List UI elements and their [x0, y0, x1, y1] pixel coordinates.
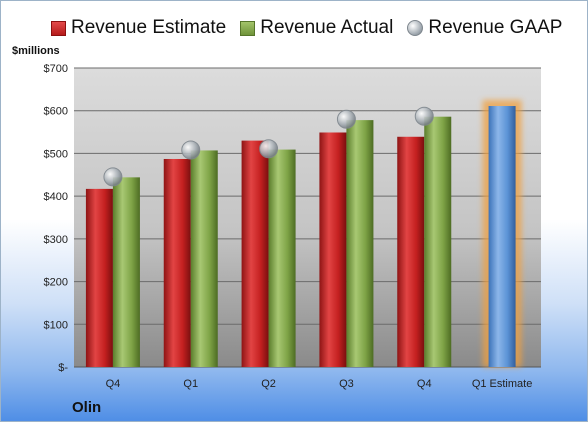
y-axis-units: $millions: [12, 45, 60, 57]
plot-area: [74, 68, 541, 367]
x-tick-label: Q3: [339, 378, 354, 390]
legend-item-gaap: Revenue GAAP: [407, 17, 562, 39]
estimate-bar: [319, 132, 347, 367]
y-tick-label: $300: [44, 234, 68, 246]
gaap-point: [259, 139, 279, 159]
estimate-bar: [85, 188, 113, 367]
actual-bar: [268, 149, 296, 367]
legend-label-estimate: Revenue Estimate: [71, 17, 227, 38]
y-tick-label: $700: [44, 63, 68, 75]
y-tick-label: $400: [44, 191, 68, 203]
legend-label-actual: Revenue Actual: [260, 17, 394, 38]
actual-bar: [424, 116, 452, 368]
y-tick-label: $600: [44, 106, 68, 118]
legend-label-gaap: Revenue GAAP: [428, 17, 563, 38]
x-tick-label: Q1 Estimate: [472, 378, 533, 390]
y-tick-label: $100: [44, 319, 68, 331]
y-tick-label: $500: [44, 148, 68, 160]
y-tick-label: $200: [44, 277, 68, 289]
x-tick-label: Q2: [261, 378, 276, 390]
legend-item-estimate: Revenue Estimate: [51, 17, 226, 39]
x-tick-label: Q4: [106, 378, 121, 390]
gaap-point: [414, 106, 434, 126]
gaap-point: [181, 140, 201, 160]
x-tick-label: Q1: [183, 378, 198, 390]
estimate-bar: [241, 140, 269, 367]
company-name: Olin: [72, 399, 102, 416]
gaap-swatch: [407, 20, 424, 36]
legend-item-actual: Revenue Actual: [240, 17, 393, 39]
gaap-point: [103, 167, 123, 187]
gaap-point: [336, 109, 356, 129]
y-tick-label: $-: [58, 362, 68, 374]
estimate-bar: [397, 136, 425, 367]
actual-swatch: [240, 20, 256, 36]
actual-bar: [112, 177, 140, 367]
estimate-swatch: [51, 20, 66, 36]
x-tick-label: Q4: [417, 378, 432, 390]
estimate-bar: [163, 158, 191, 367]
legend: Revenue Estimate Revenue Actual Revenue …: [51, 17, 576, 39]
actual-bar: [346, 120, 374, 368]
actual-bar: [190, 150, 218, 367]
forecast-bar: [488, 106, 516, 367]
